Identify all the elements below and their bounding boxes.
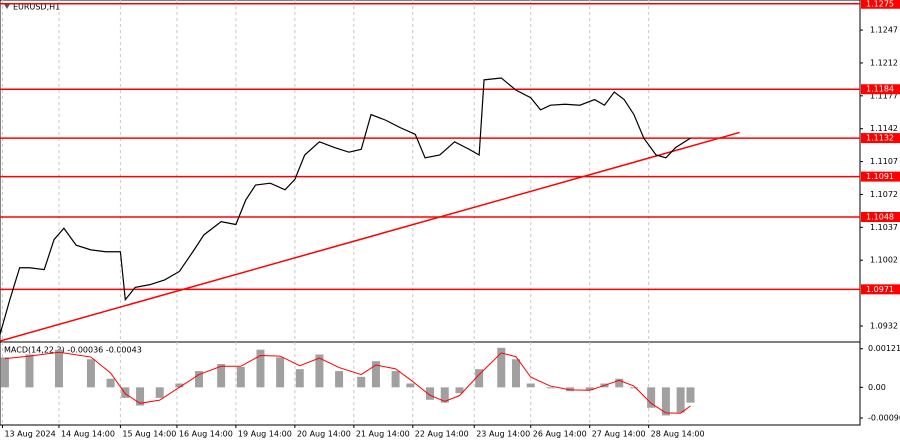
x-tick-label: 28 Aug 14:00	[651, 430, 705, 439]
macd-bar	[106, 378, 115, 388]
y-tick-label: 1.1072	[870, 190, 898, 199]
macd-bar	[512, 359, 520, 388]
macd-bar	[335, 371, 344, 388]
trendline	[0, 131, 740, 342]
chart-title: EURUSD,H1	[13, 3, 60, 12]
y-tick-label: 1.1037	[870, 223, 898, 232]
macd-bar	[0, 357, 9, 388]
macd-bar	[585, 387, 594, 391]
macd-bar	[546, 387, 555, 389]
macd-bar	[371, 361, 380, 388]
x-tick-label: 15 Aug 14:00	[122, 430, 176, 439]
x-tick-label: 22 Aug 14:00	[415, 430, 469, 439]
macd-bar	[661, 387, 670, 416]
macd-y-tick-label: 0.00121	[868, 344, 900, 353]
level-label-box	[861, 133, 900, 144]
y-tick-label: 1.1002	[870, 256, 898, 265]
macd-bar	[195, 371, 204, 388]
macd-bar	[136, 387, 145, 406]
macd-bar	[295, 369, 304, 388]
macd-signal	[4, 351, 691, 414]
y-tick-label: 1.1107	[870, 157, 898, 166]
x-tick-label: 13 Aug 2024	[4, 430, 55, 439]
macd-bar	[629, 387, 638, 389]
macd-bar	[440, 387, 449, 403]
x-tick-label: 19 Aug 14:00	[238, 430, 292, 439]
x-tick-label: 27 Aug 14:00	[592, 430, 646, 439]
macd-bar	[647, 387, 656, 408]
macd-bar	[686, 387, 695, 403]
macd-bar	[566, 387, 575, 392]
macd-y-tick-label: -0.00096	[868, 413, 900, 422]
level-label-box	[861, 212, 900, 222]
macd-bar	[256, 349, 265, 388]
y-tick-label: 1.1177	[870, 91, 898, 100]
macd-bar	[391, 371, 400, 388]
macd-bar	[406, 383, 415, 388]
macd-bar	[475, 369, 484, 388]
y-tick-label: 1.1247	[870, 26, 898, 35]
macd-bar	[86, 359, 95, 388]
macd-bar	[236, 366, 245, 388]
level-label: 1.0971	[866, 285, 894, 294]
x-tick-label: 20 Aug 14:00	[297, 430, 351, 439]
x-tick-label: 14 Aug 14:00	[61, 430, 115, 439]
level-label-box	[861, 0, 900, 9]
macd-bar	[615, 378, 624, 388]
macd-bar	[155, 387, 164, 398]
y-tick-label: 1.0932	[870, 321, 898, 330]
y-tick-label: 1.1142	[870, 124, 898, 133]
macd-bar	[175, 383, 184, 388]
macd-bar	[426, 387, 434, 400]
level-label: 1.1132	[866, 134, 894, 143]
price-line	[0, 77, 691, 335]
level-label-box	[861, 171, 900, 182]
macd-bar	[497, 347, 506, 388]
level-label: 1.1184	[866, 85, 894, 94]
symbol-icon	[4, 4, 10, 9]
level-label-box	[861, 84, 900, 95]
macd-bar	[121, 387, 130, 398]
macd-bar	[676, 387, 685, 413]
x-tick-label: 23 Aug 14:00	[476, 430, 530, 439]
level-label: 1.1275	[866, 0, 894, 8]
macd-bar	[54, 349, 63, 388]
macd-bar	[455, 387, 464, 394]
x-tick-label: 26 Aug 14:00	[533, 430, 587, 439]
macd-bar	[217, 364, 226, 388]
macd-y-tick-label: 0.00	[868, 383, 886, 392]
macd-bar	[357, 376, 366, 388]
y-tick-label: 1.1212	[870, 58, 898, 67]
level-label: 1.1091	[866, 172, 894, 181]
macd-bar	[276, 357, 285, 388]
level-label: 1.1048	[866, 213, 894, 222]
plot-frame	[0, 0, 861, 426]
x-tick-label: 21 Aug 14:00	[356, 430, 410, 439]
macd-bar	[315, 354, 324, 388]
macd-bar	[526, 383, 535, 388]
macd-title: MACD(14,22,3) -0.00036 -0.00043	[4, 346, 142, 355]
level-label-box	[861, 284, 900, 295]
x-tick-label: 16 Aug 14:00	[179, 430, 233, 439]
macd-bar	[25, 354, 34, 388]
